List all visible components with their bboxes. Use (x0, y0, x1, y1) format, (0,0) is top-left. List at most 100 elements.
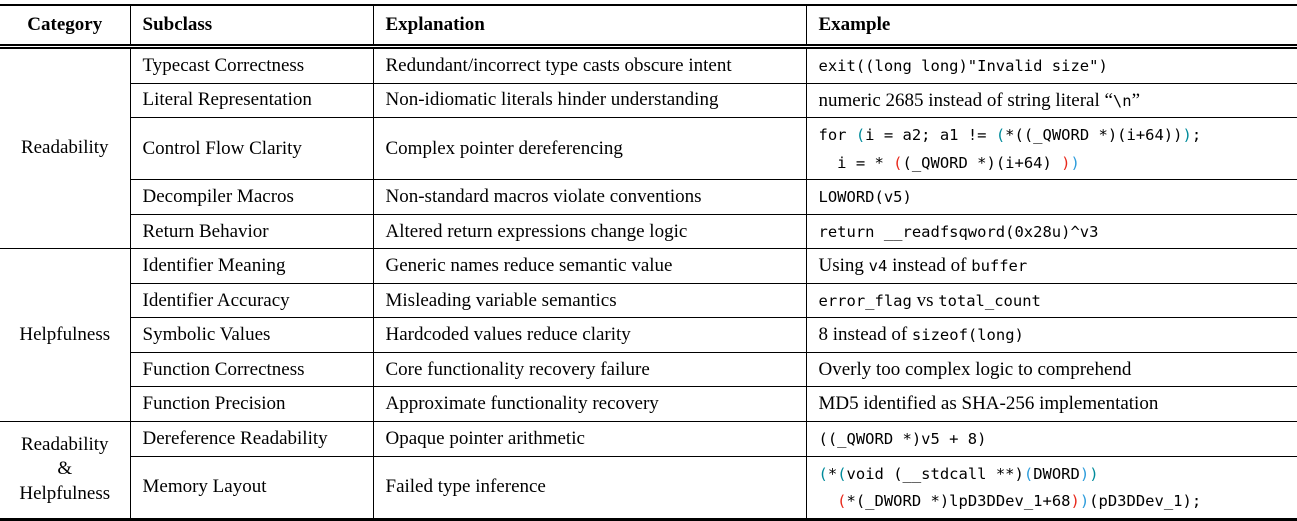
table-row: Literal Representation Non-idiomatic lite… (0, 82, 1297, 118)
example-line: exit((long long)"Invalid size") (819, 52, 1286, 80)
subclass-cell: Dereference Readability (129, 421, 373, 457)
code-text: total_count (938, 291, 1041, 310)
code-text: ( (1023, 464, 1034, 483)
subclass-cell: Function Correctness (129, 351, 373, 387)
category-cell: Helpfulness (0, 248, 130, 422)
table-row: Readability & Helpfulness Dereference Reada… (0, 421, 1297, 520)
code-text: for (818, 126, 856, 145)
example-cell: 8 instead of sizeof(long) (805, 317, 1297, 353)
code-text: * (827, 464, 838, 483)
code-text: LOWORD(v5) (818, 188, 912, 207)
subclass-cell: Typecast Correctness (129, 46, 373, 84)
explanation-cell: Core functionality recovery failure (372, 351, 806, 387)
table-row: Function Precision Approximate functional… (0, 386, 1297, 422)
code-text: DWORD (1033, 464, 1080, 483)
explanation-cell: Hardcoded values reduce clarity (372, 317, 806, 353)
plain-text: numeric 2685 instead of string literal “ (818, 89, 1113, 111)
code-text: return __readfsqword(0x28u)^v3 (818, 222, 1099, 241)
explanation-cell: Redundant/incorrect type casts obscure i… (372, 46, 806, 84)
code-text: ((_QWORD *)v5 + 8) (818, 430, 987, 449)
example-cell: (*(void (__stdcall **)(DWORD)) (*(_DWORD… (805, 455, 1297, 520)
example-line: i = * ((_QWORD *)(i+64) )) (819, 149, 1286, 177)
explanation-cell: Opaque pointer arithmetic (372, 421, 806, 457)
code-text: ) (1070, 153, 1080, 172)
subclass-cell: Control Flow Clarity (129, 117, 373, 180)
category-cell: Readability (0, 45, 130, 249)
subclass-cell: Literal Representation (129, 82, 373, 118)
example-cell: numeric 2685 instead of string literal “… (805, 82, 1297, 118)
explanation-cell: Altered return expressions change logic (372, 213, 806, 249)
code-text: (pD3DDev_1); (1089, 492, 1202, 511)
code-text: ( (995, 126, 1006, 145)
example-line: 8 instead of sizeof(long) (819, 321, 1286, 349)
example-line: return __readfsqword(0x28u)^v3 (819, 218, 1286, 246)
code-text: ; (1191, 126, 1202, 145)
subclass-cell: Identifier Meaning (129, 248, 373, 284)
code-text: *((_QWORD *)(i+64)) (1005, 126, 1183, 145)
code-text: ( (837, 492, 847, 511)
code-text: ) (1089, 464, 1099, 483)
example-line: LOWORD(v5) (819, 183, 1286, 211)
code-text: ) (1079, 492, 1090, 511)
code-text: ( (855, 126, 866, 145)
code-text: *(_DWORD *)lpD3DDev_1+68 (846, 492, 1071, 511)
table-row: Memory Layout Failed type inference (*(voi… (0, 455, 1297, 520)
explanation-cell: Complex pointer dereferencing (372, 117, 806, 180)
subclass-cell: Identifier Accuracy (129, 282, 373, 318)
header-row: Category Subclass Explanation Example (0, 5, 1297, 49)
table-row: Symbolic Values Hardcoded values reduce c… (0, 317, 1297, 353)
plain-text: vs (911, 289, 939, 311)
example-cell: error_flag vs total_count (805, 282, 1297, 318)
code-text: v4 (868, 257, 888, 276)
example-line: Using v4 instead of buffer (819, 252, 1286, 280)
code-text: ) (1061, 153, 1071, 172)
explanation-cell: Approximate functionality recovery (372, 386, 806, 422)
table-body: Readability Typecast Correctness Redundant… (0, 45, 1297, 520)
code-text: ( (818, 464, 828, 483)
example-line: (*(void (__stdcall **)(DWORD)) (819, 460, 1286, 488)
code-text: void (__stdcall **) (846, 464, 1024, 483)
code-text: (_QWORD *)(i+64) (902, 153, 1062, 172)
column-header-subclass: Subclass (129, 5, 373, 49)
plain-text: instead of (887, 255, 972, 277)
explanation-cell: Non-idiomatic literals hinder understand… (372, 82, 806, 118)
example-line: (*(_DWORD *)lpD3DDev_1+68))(pD3DDev_1); (819, 487, 1286, 515)
subclass-cell: Return Behavior (129, 213, 373, 249)
code-text: buffer (971, 257, 1028, 276)
subclass-cell: Decompiler Macros (129, 179, 373, 215)
table-row: Helpfulness Identifier Meaning Generic nam… (0, 248, 1297, 422)
code-text: ) (1070, 492, 1080, 511)
example-line: Overly too complex logic to comprehend (819, 356, 1286, 384)
category-cell: Readability & Helpfulness (0, 421, 130, 520)
table-row: Control Flow Clarity Complex pointer dere… (0, 117, 1297, 180)
explanation-cell: Generic names reduce semantic value (372, 248, 806, 284)
explanation-cell: Failed type inference (372, 455, 806, 520)
example-cell: Overly too complex logic to comprehend (805, 351, 1297, 387)
plain-text: Using (818, 255, 869, 277)
plain-text: Overly too complex logic to comprehend (818, 358, 1132, 380)
example-cell: LOWORD(v5) (805, 179, 1297, 215)
example-cell: MD5 identified as SHA-256 implementation (805, 386, 1297, 422)
table-row: Identifier Accuracy Misleading variable s… (0, 282, 1297, 318)
code-text: i = a2; a1 != (865, 126, 996, 145)
example-cell: return __readfsqword(0x28u)^v3 (805, 213, 1297, 249)
code-text (819, 492, 838, 510)
code-text: i = * (818, 153, 894, 172)
code-text: ( (837, 464, 847, 483)
code-text: ) (1182, 126, 1192, 145)
subclass-cell: Memory Layout (129, 455, 373, 520)
example-cell: exit((long long)"Invalid size") (805, 46, 1297, 84)
error-taxonomy-table: Category Subclass Explanation Example Re… (0, 4, 1297, 521)
table-row: Function Correctness Core functionality r… (0, 351, 1297, 387)
table-row: Readability Typecast Correctness Redundant… (0, 45, 1297, 249)
example-cell: Using v4 instead of buffer (805, 248, 1297, 284)
code-text: exit((long long)"Invalid size") (818, 57, 1108, 75)
subclass-cell: Symbolic Values (129, 317, 373, 353)
example-cell: ((_QWORD *)v5 + 8) (805, 421, 1297, 457)
column-header-explanation: Explanation (372, 5, 806, 49)
plain-text: ” (1131, 89, 1141, 111)
table-header: Category Subclass Explanation Example (0, 5, 1297, 49)
example-line: for (i = a2; a1 != (*((_QWORD *)(i+64)))… (819, 121, 1286, 149)
example-line: numeric 2685 instead of string literal “… (819, 87, 1286, 115)
code-text: error_flag (818, 291, 912, 310)
